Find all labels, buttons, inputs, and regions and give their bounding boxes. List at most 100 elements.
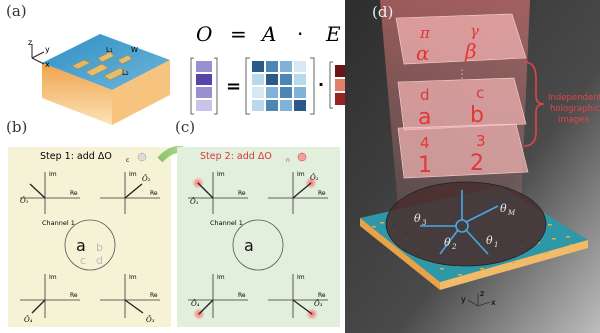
re-label: Re	[150, 190, 158, 197]
channel-label: Channel 1	[210, 219, 243, 227]
phasor-o4	[31, 299, 46, 314]
holo-ellipsis: ⋮	[456, 67, 468, 81]
l2-label: L₂	[122, 69, 129, 77]
im-label: Im	[49, 171, 57, 178]
im-label: Im	[217, 171, 225, 178]
step2-panel: Step 2: add ΔO n Im Re Ô₁ Im Re Ô₂ Chann…	[177, 147, 340, 327]
re-label: Re	[238, 190, 246, 197]
o-vector-cell	[196, 100, 212, 111]
theta-M-sub: M	[507, 209, 516, 217]
axis-x-label: x	[491, 298, 496, 307]
phasor-o2	[292, 182, 312, 199]
im-label: Im	[129, 274, 137, 281]
panel-label-c: (c)	[175, 118, 196, 136]
e-vector-cell	[335, 79, 348, 91]
holo-mid-4: b	[470, 103, 484, 128]
panel-label-d: (d)	[372, 3, 394, 21]
gold-nanoblock	[85, 63, 109, 77]
theta-2-sub: 2	[451, 243, 457, 251]
axis-y-label: y	[45, 45, 50, 54]
holo-bot-4: 2	[470, 151, 484, 176]
l1-label: L₁	[106, 46, 113, 54]
step1-title: Step 1: add ΔO	[40, 151, 112, 162]
re-label: Re	[70, 292, 78, 299]
phasor-o1	[197, 182, 214, 199]
gold-nanoblock	[103, 67, 127, 81]
o-vector-brackets	[190, 57, 218, 115]
metasurface-front-right	[440, 240, 588, 290]
holo-mid-1: d	[420, 86, 430, 104]
e-vector-cell	[335, 65, 348, 77]
step2-title: Step 2: add ΔO	[200, 151, 272, 162]
holo-top-2: γ	[470, 22, 479, 40]
theta-M: θ	[500, 202, 507, 215]
faded-letter-d: d	[96, 254, 103, 267]
substrate-top	[42, 34, 170, 90]
re-label: Re	[238, 292, 246, 299]
axis-y-label: y	[461, 295, 466, 304]
axis-x-line	[31, 57, 45, 65]
holo-mid-2: c	[476, 84, 484, 102]
step2-icon	[297, 152, 307, 162]
annotation-line2: holographic	[550, 104, 600, 114]
channel-circle	[232, 219, 284, 271]
phase-disk	[385, 181, 547, 267]
gold-nanoblock	[117, 54, 133, 65]
holo-mid-3: a	[418, 105, 431, 130]
theta-1: θ	[486, 234, 493, 247]
eq-dot-2: ·	[318, 75, 324, 94]
eq-A: A	[260, 22, 276, 46]
im-label: Im	[129, 171, 137, 178]
a-matrix-cells	[252, 61, 306, 111]
axis-y-line	[467, 299, 479, 307]
axis-y-line	[31, 51, 45, 59]
o3-label: Ô₃	[314, 299, 323, 308]
im-label: Im	[297, 274, 305, 281]
panel-label-a: (a)	[6, 2, 27, 20]
axis-z-label: z	[28, 38, 32, 47]
step1-panel: Step 1: add ΔO c Im Re Ô₁ Im Re Ô₂ Chann…	[8, 147, 171, 327]
holo-bot-2: 3	[476, 132, 486, 150]
step2-title-sub: n	[286, 157, 290, 164]
phasor-o3	[124, 299, 144, 314]
theta-3: θ	[414, 212, 421, 225]
o2-label: Ô₂	[142, 174, 151, 183]
holo-top-1: π	[419, 24, 431, 42]
eq-E: E	[325, 22, 341, 46]
o-vector-cell	[196, 74, 212, 85]
o-vector-cell	[196, 87, 212, 98]
re-label: Re	[318, 190, 326, 197]
step2-background	[177, 147, 340, 327]
substrate-side	[112, 60, 170, 125]
im-label: Im	[297, 171, 305, 178]
o1-label: Ô₁	[190, 197, 199, 206]
big-letter-a: a	[76, 236, 86, 255]
w-label: W	[131, 46, 138, 54]
step1-background	[8, 147, 171, 327]
o1-label: Ô₁	[20, 196, 29, 205]
metasurface-illustration: z y x L₁ W L₂	[28, 34, 170, 125]
re-label: Re	[70, 190, 78, 197]
o-vector-cell	[196, 61, 212, 72]
phasor-o3	[292, 299, 313, 315]
annotation-brace	[523, 61, 545, 147]
eq-dot: ·	[297, 22, 303, 46]
panel-label-b: (b)	[6, 118, 28, 136]
holo-top-3: α	[416, 41, 430, 65]
annotation-line1: Independent	[548, 93, 600, 103]
axis-x-line	[477, 301, 491, 307]
hologram-plate-bottom	[397, 123, 529, 179]
eq-equals: =	[230, 22, 247, 46]
faded-letter-c: c	[80, 254, 86, 267]
holo-bot-1: 4	[420, 134, 430, 152]
o3-label: Ô₃	[146, 315, 155, 324]
eq-O: O	[196, 22, 212, 46]
re-label: Re	[150, 292, 158, 299]
panel-d: π γ α β ⋮ d c a b 4 3 1 2 Independent ho…	[345, 0, 600, 333]
e-vector-cell	[335, 93, 348, 105]
step1-title-sub: c	[126, 157, 129, 164]
hologram-plate-top	[395, 13, 527, 65]
re-label: Re	[318, 292, 326, 299]
axis-x-label: x	[45, 60, 50, 69]
